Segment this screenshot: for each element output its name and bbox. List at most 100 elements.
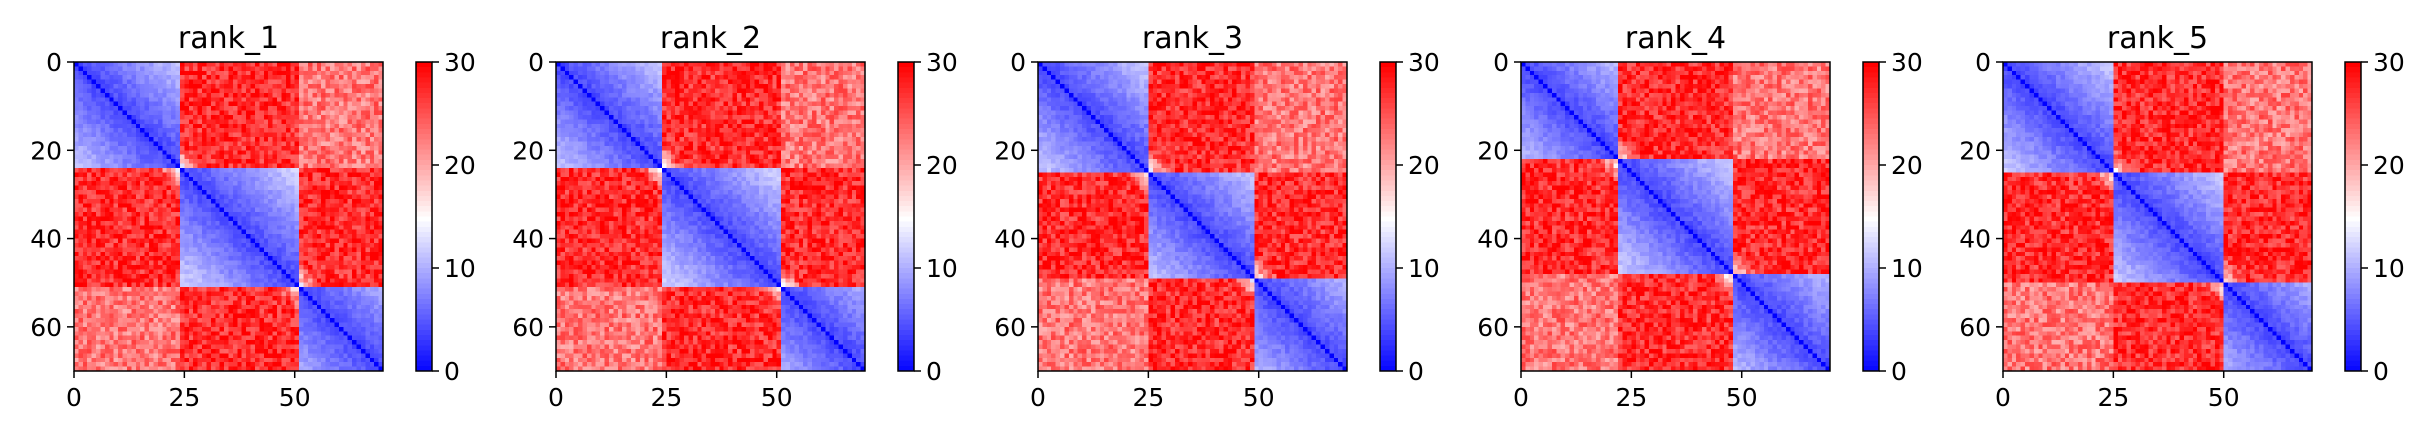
- heatmap-cell: [254, 265, 260, 270]
- heatmap-cell: [78, 326, 84, 332]
- colorbar-segment: [416, 283, 432, 290]
- heatmap-cell: [272, 282, 278, 288]
- heatmap-cell: [374, 357, 379, 363]
- heatmap-cell: [338, 97, 344, 103]
- heatmap-cell: [140, 70, 145, 76]
- heatmap-cell: [303, 256, 309, 261]
- heatmap-cell: [365, 101, 371, 107]
- heatmap-cell: [100, 348, 106, 354]
- heatmap-cell: [299, 185, 304, 191]
- heatmap-cell: [149, 62, 154, 67]
- heatmap-cell: [294, 265, 300, 270]
- heatmap-cell: [87, 75, 92, 80]
- heatmap-cell: [100, 92, 106, 98]
- heatmap-cell: [157, 269, 163, 275]
- heatmap-cell: [334, 234, 340, 239]
- heatmap-cell: [171, 185, 176, 191]
- colorbar-tick-label: 20: [444, 151, 476, 180]
- heatmap-cell: [149, 322, 154, 328]
- heatmap-cell: [330, 176, 335, 182]
- heatmap-cell: [144, 75, 150, 80]
- heatmap-cell: [87, 291, 92, 297]
- heatmap-cell: [100, 234, 106, 239]
- heatmap-cell: [219, 278, 225, 284]
- heatmap-cell: [347, 225, 353, 231]
- heatmap-cell: [254, 128, 260, 133]
- heatmap-cell: [193, 212, 198, 217]
- heatmap-cell: [241, 79, 247, 85]
- heatmap-cell: [369, 62, 375, 67]
- heatmap-cell: [277, 203, 282, 209]
- heatmap-cell: [277, 101, 282, 107]
- heatmap-cell: [356, 167, 362, 173]
- heatmap-cell: [299, 88, 304, 94]
- heatmap-cell: [268, 348, 273, 354]
- heatmap-cell: [206, 198, 212, 204]
- heatmap-cell: [330, 291, 335, 297]
- heatmap-cell: [131, 79, 137, 85]
- heatmap-cell: [343, 362, 349, 367]
- heatmap-cell: [175, 313, 181, 319]
- heatmap-cell: [113, 128, 119, 133]
- heatmap-cell: [312, 220, 318, 226]
- heatmap-cell: [330, 88, 335, 94]
- heatmap-cell: [369, 207, 375, 213]
- heatmap-cell: [347, 132, 353, 138]
- heatmap-cell: [290, 75, 296, 80]
- heatmap-cell: [78, 75, 84, 80]
- heatmap-cell: [343, 304, 349, 310]
- heatmap-cell: [224, 110, 229, 116]
- heatmap-cell: [210, 101, 216, 107]
- heatmap-cell: [316, 340, 322, 345]
- heatmap-cell: [374, 238, 379, 244]
- heatmap-cell: [140, 190, 145, 195]
- heatmap-cell: [285, 181, 291, 186]
- heatmap-cell: [104, 75, 110, 80]
- heatmap-cell: [268, 167, 273, 173]
- heatmap-cell: [268, 331, 273, 337]
- heatmap-cell: [74, 234, 79, 239]
- heatmap-cell: [268, 242, 273, 248]
- heatmap-cell: [149, 251, 154, 257]
- heatmap-cell: [250, 295, 256, 301]
- heatmap-cell: [171, 313, 176, 319]
- heatmap-cell: [131, 366, 137, 372]
- heatmap-cell: [254, 256, 260, 261]
- heatmap-cell: [290, 194, 296, 200]
- heatmap-cell: [334, 128, 340, 133]
- heatmap-cell: [224, 256, 229, 261]
- heatmap-cell: [272, 242, 278, 248]
- heatmap-cell: [206, 362, 212, 367]
- heatmap-cell: [356, 229, 362, 235]
- heatmap-cell: [378, 101, 384, 107]
- heatmap-cell: [374, 366, 379, 372]
- heatmap-cell: [197, 62, 203, 67]
- heatmap-cell: [343, 172, 349, 178]
- heatmap-cell: [100, 242, 106, 248]
- heatmap-cell: [268, 322, 273, 328]
- heatmap-cell: [312, 97, 318, 103]
- heatmap-cell: [228, 287, 234, 292]
- heatmap-cell: [175, 159, 181, 164]
- heatmap-cell: [343, 106, 349, 111]
- heatmap-cell: [82, 110, 88, 116]
- heatmap-cell: [202, 190, 207, 195]
- heatmap-cell: [290, 238, 296, 244]
- heatmap-cell: [294, 318, 300, 323]
- heatmap-cell: [96, 326, 101, 332]
- heatmap-cell: [179, 141, 185, 147]
- heatmap-cell: [307, 172, 313, 178]
- heatmap-cell: [347, 92, 353, 98]
- heatmap-cell: [149, 326, 154, 332]
- heatmap-cell: [228, 114, 234, 120]
- heatmap-cell: [153, 229, 159, 235]
- heatmap-cell: [131, 260, 137, 266]
- heatmap-cell: [175, 79, 181, 85]
- heatmap-cell: [347, 137, 353, 142]
- heatmap-cell: [202, 198, 207, 204]
- heatmap-cell: [285, 79, 291, 85]
- heatmap-cell: [184, 84, 190, 89]
- heatmap-cell: [118, 84, 123, 89]
- heatmap-cell: [237, 273, 243, 279]
